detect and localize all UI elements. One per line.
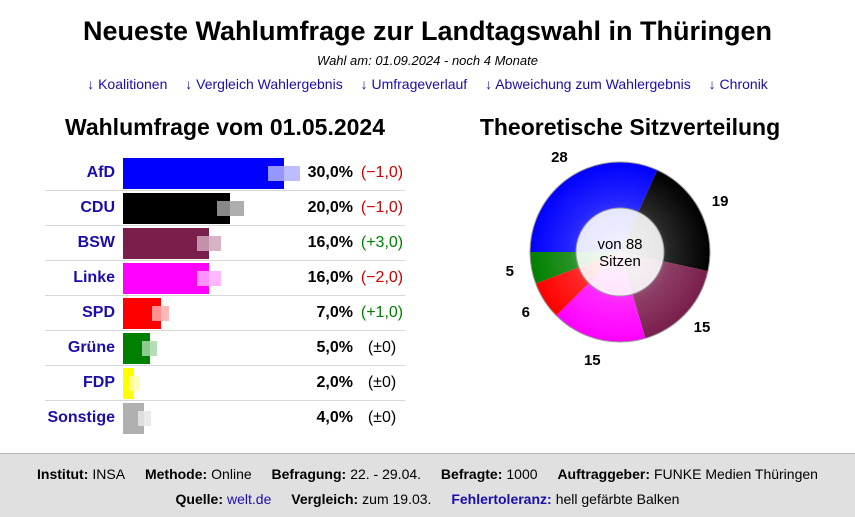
nav-link-vergleich-wahlergebnis[interactable]: ↓ Vergleich Wahlergebnis bbox=[185, 76, 343, 92]
nav-link-chronik[interactable]: ↓ Chronik bbox=[708, 76, 768, 92]
page-title: Neueste Wahlumfrage zur Landtagswahl in … bbox=[82, 16, 773, 46]
change-label-bsw: (+3,0) bbox=[360, 234, 404, 251]
footer-institut: Institut: INSA bbox=[37, 466, 126, 482]
bar-sonstige bbox=[123, 403, 145, 434]
donut-center-unit: Sitzen bbox=[599, 253, 641, 270]
error-band-fdp bbox=[128, 376, 139, 391]
value-label-linke: 16,0% bbox=[307, 269, 353, 286]
error-band-gruene bbox=[142, 341, 158, 356]
bar-bsw bbox=[123, 228, 209, 259]
nav-link-koalitionen[interactable]: ↓ Koalitionen bbox=[87, 76, 168, 92]
footer-line-1: Institut: INSA Methode: Online Befragung: 2… bbox=[0, 466, 855, 482]
change-label-cdu: (−1,0) bbox=[360, 199, 404, 216]
change-label-afd: (−1,0) bbox=[360, 164, 404, 181]
party-link-gruene[interactable]: Grüne bbox=[67, 339, 115, 356]
poll-row-spd: SPD 7,0% (+1,0) bbox=[45, 296, 405, 331]
error-band-spd bbox=[151, 306, 170, 321]
footer-line-2: Quelle: welt.de Vergleich: zum 19.03. Fehl… bbox=[0, 491, 855, 507]
seat-count-cdu: 19 bbox=[711, 192, 729, 210]
donut-hole bbox=[575, 207, 665, 297]
bar-fdp bbox=[123, 368, 134, 399]
poll-row-afd: AfD 30,0% (−1,0) bbox=[45, 156, 405, 191]
error-band-bsw bbox=[196, 236, 222, 251]
poll-info-footer: Institut: INSA Methode: Online Befragung: 2… bbox=[0, 453, 855, 517]
source-link[interactable]: welt.de bbox=[227, 491, 272, 507]
poll-row-gruene: Grüne 5,0% (±0) bbox=[45, 331, 405, 366]
party-link-bsw[interactable]: BSW bbox=[77, 234, 115, 251]
bar-cdu bbox=[123, 193, 231, 224]
donut-center-total: von 88 bbox=[597, 236, 642, 253]
seats-heading: Theoretische Sitzverteilung bbox=[479, 114, 781, 140]
nav-link-abweichung[interactable]: ↓ Abweichung zum Wahlergebnis bbox=[485, 76, 691, 92]
party-link-afd[interactable]: AfD bbox=[86, 164, 115, 181]
value-label-gruene: 5,0% bbox=[316, 339, 353, 356]
fehlertoleranz-link[interactable]: Fehlertoleranz: bbox=[451, 491, 552, 507]
footer-befragte: Befragte: 1000 bbox=[440, 466, 538, 482]
error-band-afd bbox=[267, 166, 301, 181]
value-label-afd: 30,0% bbox=[307, 164, 353, 181]
party-link-sonstige[interactable]: Sonstige bbox=[47, 409, 115, 426]
change-label-gruene: (±0) bbox=[367, 339, 397, 356]
error-band-linke bbox=[196, 271, 222, 286]
bar-afd bbox=[123, 158, 284, 189]
change-label-linke: (−2,0) bbox=[360, 269, 404, 286]
value-label-cdu: 20,0% bbox=[307, 199, 353, 216]
value-label-bsw: 16,0% bbox=[307, 234, 353, 251]
change-label-sonstige: (±0) bbox=[367, 409, 397, 426]
poll-row-cdu: CDU 20,0% (−1,0) bbox=[45, 191, 405, 226]
seat-count-bsw: 15 bbox=[693, 319, 711, 337]
poll-row-sonstige: Sonstige 4,0% (±0) bbox=[45, 401, 405, 436]
poll-row-linke: Linke 16,0% (−2,0) bbox=[45, 261, 405, 296]
seat-count-afd: 28 bbox=[551, 148, 568, 166]
seat-count-gruene: 5 bbox=[505, 262, 514, 280]
party-link-linke[interactable]: Linke bbox=[73, 269, 115, 286]
footer-auftraggeber: Auftraggeber: FUNKE Medien Thüringen bbox=[557, 466, 818, 482]
value-label-spd: 7,0% bbox=[316, 304, 353, 321]
nav-link-umfrageverlauf[interactable]: ↓ Umfrageverlauf bbox=[360, 76, 468, 92]
section-nav: ↓ Koalitionen ↓ Vergleich Wahlergebnis ↓… bbox=[0, 76, 855, 92]
error-band-cdu bbox=[216, 201, 244, 216]
footer-fehlertoleranz: Fehlertoleranz: hell gefärbte Balken bbox=[451, 491, 680, 507]
seat-count-linke: 15 bbox=[583, 351, 601, 369]
value-label-sonstige: 4,0% bbox=[316, 409, 353, 426]
footer-vergleich: Vergleich: zum 19.03. bbox=[291, 491, 432, 507]
change-label-spd: (+1,0) bbox=[360, 304, 404, 321]
value-label-fdp: 2,0% bbox=[316, 374, 353, 391]
party-link-spd[interactable]: SPD bbox=[82, 304, 115, 321]
footer-befragung: Befragung: 22. - 29.04. bbox=[271, 466, 422, 482]
footer-quelle: Quelle: welt.de bbox=[175, 491, 272, 507]
footer-methode: Methode: Online bbox=[144, 466, 252, 482]
party-link-fdp[interactable]: FDP bbox=[83, 374, 115, 391]
poll-heading: Wahlumfrage vom 01.05.2024 bbox=[64, 114, 385, 140]
bar-linke bbox=[123, 263, 209, 294]
election-date-subtitle: Wahl am: 01.09.2024 - noch 4 Monate bbox=[317, 53, 538, 68]
seat-count-spd: 6 bbox=[521, 303, 530, 321]
party-link-cdu[interactable]: CDU bbox=[80, 199, 115, 216]
poll-row-fdp: FDP 2,0% (±0) bbox=[45, 366, 405, 401]
change-label-fdp: (±0) bbox=[367, 374, 397, 391]
poll-row-bsw: BSW 16,0% (+3,0) bbox=[45, 226, 405, 261]
error-band-sonstige bbox=[138, 411, 151, 426]
